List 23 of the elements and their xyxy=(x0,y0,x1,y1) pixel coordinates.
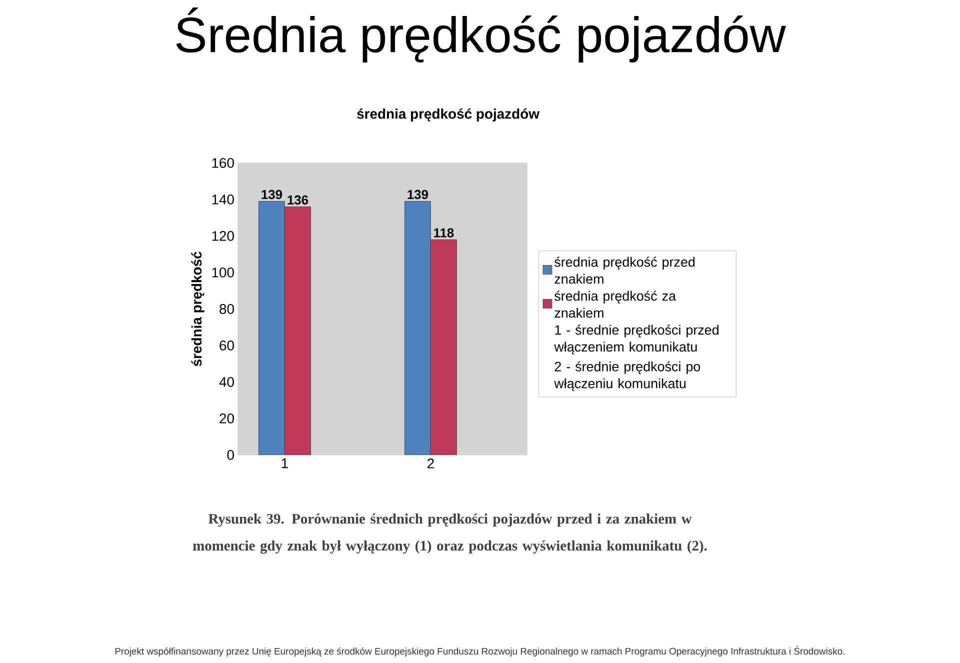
chart-subtitle: średnia prędkość pojazdów xyxy=(357,108,540,122)
y-tick-label: 20 xyxy=(220,414,234,424)
text: 2 - średnie prędkości po włączeniu komunikatu xyxy=(554,361,700,391)
y-tick-label: 140 xyxy=(212,194,234,204)
y-tick-label: 120 xyxy=(212,231,234,241)
text: Projekt współfinansowany przez Unię Europejską ze środków Europejskiego Funduszu Rozwoju Regionalnego w ramach Programu Operacyjnego Infrastruktura i Środowisko. xyxy=(115,646,844,656)
y-tick-label: 160 xyxy=(212,158,234,168)
y-tick-label: 100 xyxy=(212,268,234,278)
data-label: 136 xyxy=(288,195,308,205)
x-tick-label: 1 xyxy=(282,458,288,468)
text: Rysunek 39. Porównanie średnich prędkości pojazdów przed i za znakiem w momencie gdy znak był wyłączony (1) oraz podczas wyświetlania komunikatu (2). xyxy=(192,513,707,554)
text: 1 - średnie prędkości przed włączeniem komunikatu xyxy=(554,324,718,354)
data-label: 139 xyxy=(262,190,282,200)
legend-label: średnia prędkość za znakiem xyxy=(554,290,676,318)
data-label: 118 xyxy=(434,228,454,238)
y-tick-label: 0 xyxy=(227,450,234,460)
y-axis-title: średnia prędkość xyxy=(191,252,204,366)
data-label: 139 xyxy=(408,190,428,200)
y-tick-label: 80 xyxy=(220,304,234,314)
x-tick-label: 2 xyxy=(428,458,434,468)
y-tick-label: 60 xyxy=(220,340,234,350)
chart-title: Średnia prędkość pojazdów xyxy=(176,7,786,63)
y-tick-label: 40 xyxy=(219,377,234,387)
